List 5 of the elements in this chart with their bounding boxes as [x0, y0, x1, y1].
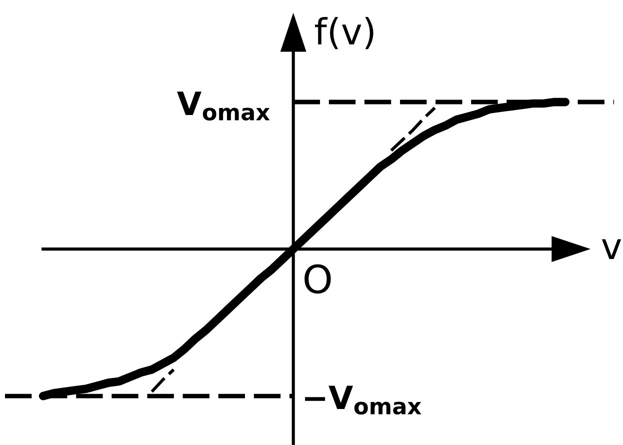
y-axis-title: f(v) [314, 16, 374, 50]
ref-line-label: −V$_{omax}$ [305, 386, 422, 415]
ref-line-label: V$_{omax}$ [177, 92, 270, 121]
annotation: O [304, 264, 331, 294]
x-axis-title: v [602, 239, 622, 259]
